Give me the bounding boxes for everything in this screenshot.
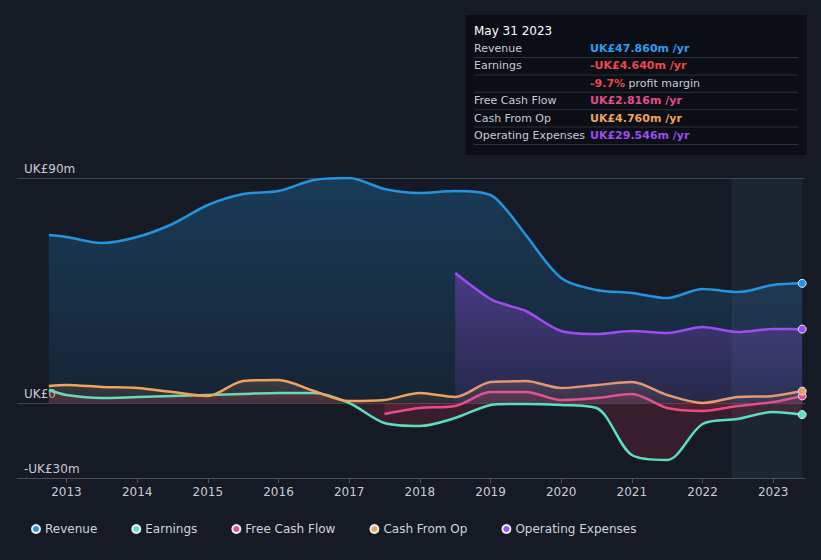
svg-text:-9.7%: -9.7% <box>590 77 625 90</box>
svg-text:UK£90m: UK£90m <box>24 162 75 176</box>
svg-text:2016: 2016 <box>263 485 294 499</box>
svg-text:profit margin: profit margin <box>629 77 701 90</box>
svg-text:2018: 2018 <box>405 485 436 499</box>
svg-text:2014: 2014 <box>122 485 153 499</box>
svg-text:Free Cash Flow: Free Cash Flow <box>245 522 335 536</box>
svg-text:2022: 2022 <box>687 485 718 499</box>
svg-text:Cash From Op: Cash From Op <box>383 522 467 536</box>
svg-text:2013: 2013 <box>51 485 82 499</box>
svg-text:2019: 2019 <box>475 485 506 499</box>
svg-text:UK£0: UK£0 <box>24 387 56 401</box>
svg-text:Operating Expenses: Operating Expenses <box>474 129 585 142</box>
svg-text:Operating Expenses: Operating Expenses <box>515 522 636 536</box>
svg-text:Cash From Op: Cash From Op <box>474 112 551 125</box>
svg-text:Free Cash Flow: Free Cash Flow <box>474 94 557 107</box>
svg-text:Revenue: Revenue <box>45 522 97 536</box>
svg-text:2021: 2021 <box>617 485 648 499</box>
svg-text:2020: 2020 <box>546 485 577 499</box>
svg-text:UK£47.860m /yr: UK£47.860m /yr <box>590 42 690 55</box>
svg-text:Earnings: Earnings <box>145 522 197 536</box>
svg-text:-UK£30m: -UK£30m <box>24 462 80 476</box>
svg-text:UK£4.760m /yr: UK£4.760m /yr <box>590 112 682 125</box>
svg-text:UK£29.546m /yr: UK£29.546m /yr <box>590 129 690 142</box>
svg-text:Earnings: Earnings <box>474 59 522 72</box>
svg-text:2017: 2017 <box>334 485 365 499</box>
svg-text:UK£2.816m /yr: UK£2.816m /yr <box>590 94 682 107</box>
svg-text:Revenue: Revenue <box>474 42 522 55</box>
svg-text:2015: 2015 <box>193 485 224 499</box>
svg-text:-UK£4.640m /yr: -UK£4.640m /yr <box>590 59 687 72</box>
svg-text:2023: 2023 <box>758 485 789 499</box>
svg-text:May 31 2023: May 31 2023 <box>474 24 552 38</box>
